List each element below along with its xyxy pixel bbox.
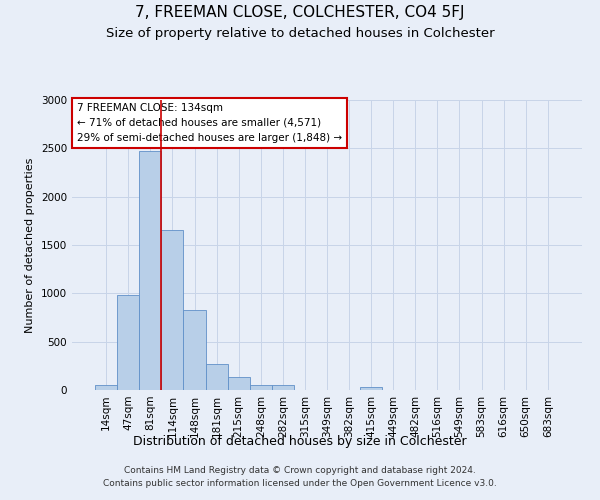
Text: 7, FREEMAN CLOSE, COLCHESTER, CO4 5FJ: 7, FREEMAN CLOSE, COLCHESTER, CO4 5FJ [135,5,465,20]
Bar [95,385,117,390]
Text: 7 FREEMAN CLOSE: 134sqm
← 71% of detached houses are smaller (4,571)
29% of semi: 7 FREEMAN CLOSE: 134sqm ← 71% of detache… [77,103,342,142]
Bar [161,230,184,390]
Bar [250,384,272,390]
Y-axis label: Number of detached properties: Number of detached properties [25,158,35,332]
Text: Size of property relative to detached houses in Colchester: Size of property relative to detached ho… [106,28,494,40]
Bar [117,296,139,390]
Bar [272,384,294,390]
Text: Distribution of detached houses by size in Colchester: Distribution of detached houses by size … [133,435,467,448]
Bar [360,387,382,390]
Text: Contains HM Land Registry data © Crown copyright and database right 2024.
Contai: Contains HM Land Registry data © Crown c… [103,466,497,487]
Bar [184,310,206,390]
Bar [206,364,227,390]
Bar [139,151,161,390]
Bar [227,378,250,390]
